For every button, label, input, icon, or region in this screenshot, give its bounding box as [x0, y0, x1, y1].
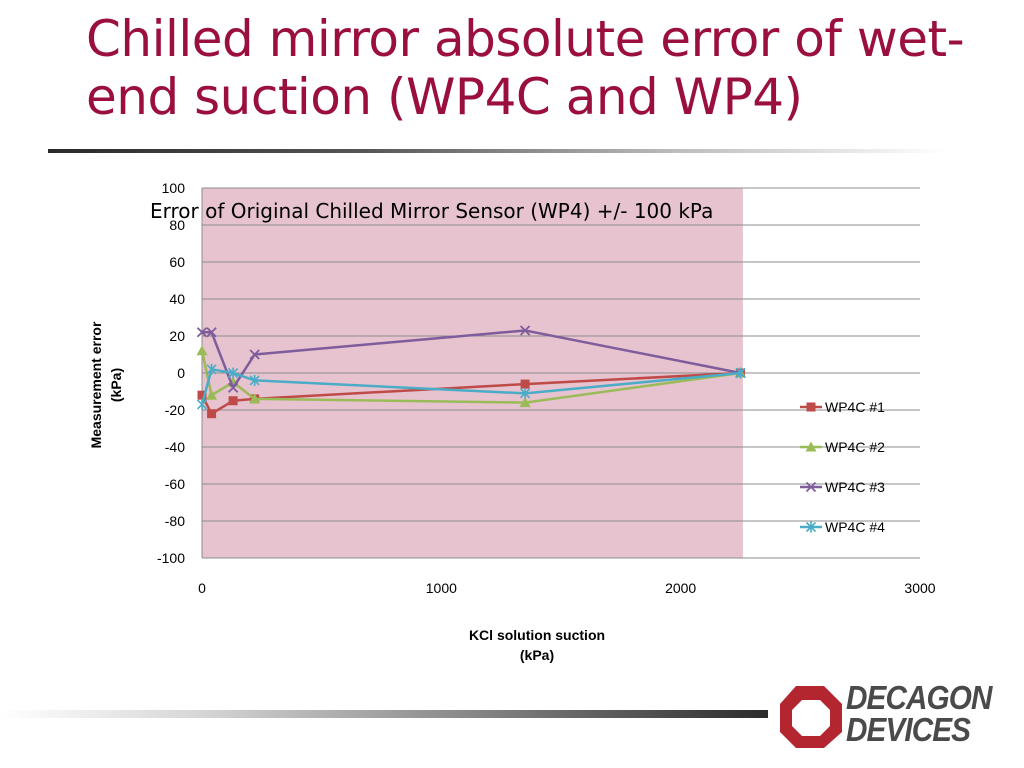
logo-text: DECAGON DEVICES [846, 679, 992, 748]
legend-item: WP4C #4 [800, 519, 885, 535]
series-line [200, 350, 741, 404]
data-point [805, 441, 817, 452]
data-point [249, 374, 260, 386]
data-point [249, 349, 260, 360]
slide-title: Chilled mirror absolute error of wet-end… [86, 10, 965, 126]
x-tick-label: 1000 [426, 580, 457, 596]
data-point [206, 327, 217, 338]
legend-label: WP4C #2 [825, 439, 885, 455]
data-point [206, 363, 217, 375]
y-tick-label: -40 [165, 439, 185, 455]
legend-label: WP4C #3 [825, 479, 885, 495]
data-point [207, 409, 217, 419]
data-point [519, 325, 531, 336]
data-point [196, 327, 208, 338]
y-tick-label: 60 [169, 254, 185, 270]
y-tick-label: 20 [169, 328, 185, 344]
x-axis-title: KCl solution suction [469, 627, 605, 643]
data-point [805, 521, 817, 533]
y-axis-title: (kPa) [108, 368, 124, 402]
decagon-logo: DECAGON DEVICES [776, 680, 996, 750]
y-tick-label: 40 [169, 291, 185, 307]
legend-item: WP4C #2 [800, 439, 885, 455]
data-point [196, 398, 208, 410]
data-point [249, 393, 261, 404]
y-tick-label: 80 [169, 217, 185, 233]
data-point [805, 481, 817, 493]
octagon-logo-icon [780, 686, 842, 748]
x-axis-title: (kPa) [520, 647, 554, 663]
data-point [735, 367, 746, 379]
y-tick-label: -100 [157, 550, 185, 566]
legend-item: WP4C #1 [800, 399, 885, 415]
data-point [520, 379, 530, 389]
legend-label: WP4C #1 [825, 399, 885, 415]
data-point [519, 397, 531, 408]
title-divider [48, 149, 948, 153]
data-point [206, 389, 218, 400]
series-line [200, 368, 741, 405]
footer-divider [0, 710, 768, 718]
x-tick-label: 2000 [665, 580, 696, 596]
data-point [196, 345, 208, 356]
legend-label: WP4C #4 [825, 519, 885, 535]
x-tick-label: 3000 [904, 580, 935, 596]
y-axis-title: Measurement error [88, 321, 104, 448]
y-tick-label: 0 [177, 365, 185, 381]
y-tick-label: -60 [165, 476, 185, 492]
chart-annotation: Error of Original Chilled Mirror Sensor … [150, 199, 713, 223]
data-point [228, 396, 238, 406]
series-line [202, 329, 741, 390]
data-point [520, 387, 531, 399]
y-tick-label: 100 [162, 180, 186, 196]
data-point [197, 390, 207, 400]
y-tick-label: -20 [165, 402, 185, 418]
logo-line-2: DEVICES [846, 711, 971, 748]
data-point [227, 382, 239, 393]
legend-item: WP4C #3 [800, 479, 885, 495]
data-point [228, 367, 239, 379]
data-point [806, 402, 816, 412]
x-tick-label: 0 [198, 580, 206, 596]
series-wp4c-4 [196, 363, 746, 410]
logo-line-1: DECAGON [846, 679, 992, 716]
y-tick-label: -80 [165, 513, 185, 529]
